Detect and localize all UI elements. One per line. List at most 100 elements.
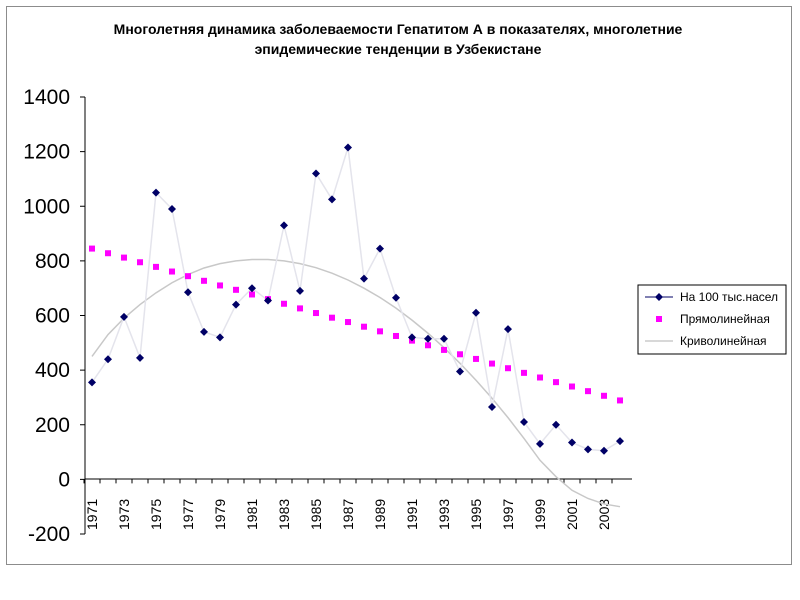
chart-subtitle: эпидемические тенденции в Узбекистане: [255, 41, 542, 57]
x-tick-label: 1979: [212, 499, 228, 530]
x-tick-label: 1977: [180, 499, 196, 530]
x-tick-label: 1993: [436, 499, 452, 530]
incidence-point: [472, 308, 480, 317]
axes: [84, 97, 632, 534]
incidence-point: [88, 378, 96, 387]
y-tick-label: 1000: [23, 195, 70, 218]
x-tick-label: 1981: [244, 499, 260, 530]
x-ticks: 1971 1973 1975 1977 1979 1981 1983 1985 1987 1989…: [83, 479, 613, 530]
linear-trend-point: [585, 388, 591, 395]
linear-trend-point: [121, 254, 127, 261]
linear-trend-point: [201, 277, 207, 284]
x-tick-label: 1971: [84, 499, 100, 530]
y-tick-label: 1200: [23, 141, 70, 164]
incidence-point: [120, 312, 128, 321]
incidence-point: [424, 334, 432, 343]
x-tick-label: 1995: [468, 499, 484, 530]
incidence-point: [616, 437, 624, 446]
linear-trend-point: [217, 282, 223, 289]
incidence-point: [200, 327, 208, 336]
linear-trend-point: [233, 286, 239, 293]
chart-title: Многолетняя динамика заболеваемости Гепа…: [114, 21, 683, 37]
incidence-point: [600, 446, 608, 455]
incidence-point: [152, 188, 160, 197]
incidence-point: [328, 195, 336, 204]
y-tick-label: 600: [35, 305, 70, 328]
linear-trend-point: [441, 346, 447, 353]
y-ticks: -200 0 200 400 600 800 1000 1200 1400: [23, 86, 85, 546]
incidence-point: [312, 169, 320, 178]
linear-trend-point: [457, 351, 463, 358]
incidence-point: [344, 143, 352, 152]
linear-trend-point: [569, 383, 575, 390]
linear-trend-point: [489, 360, 495, 367]
incidence-point: [168, 204, 176, 213]
x-tick-label: 1987: [340, 499, 356, 530]
series-line-curvilinear: [91, 258, 621, 508]
x-tick-label: 1975: [148, 499, 164, 530]
legend: На 100 тыс.насел Прямолинейная Криволине…: [637, 284, 787, 355]
x-tick-label: 1997: [500, 499, 516, 530]
x-tick-label: 1985: [308, 499, 324, 530]
linear-trend-point: [169, 268, 175, 275]
incidence-point: [520, 418, 528, 427]
linear-trend-point: [505, 365, 511, 372]
incidence-point: [552, 420, 560, 429]
legend-label-series-1: На 100 тыс.насел: [680, 290, 778, 304]
linear-trend-point: [329, 314, 335, 321]
incidence-point: [280, 221, 288, 230]
y-tick-label: -200: [28, 523, 70, 546]
incidence-point: [536, 439, 544, 448]
linear-trend-point: [425, 342, 431, 349]
x-tick-label: 2001: [564, 499, 580, 530]
incidence-point: [136, 353, 144, 362]
legend-label-series-3: Криволинейная: [680, 334, 767, 348]
linear-trend-point: [153, 263, 159, 270]
linear-trend-point: [393, 332, 399, 339]
series-line-incidence: [91, 147, 621, 452]
linear-trend-point: [249, 291, 255, 298]
y-tick-label: 800: [35, 250, 70, 273]
incidence-point: [296, 286, 304, 295]
linear-trend-point: [537, 374, 543, 381]
x-tick-label: 1999: [532, 499, 548, 530]
incidence-point: [104, 355, 112, 364]
incidence-point: [232, 300, 240, 309]
x-tick-label: 1983: [276, 499, 292, 530]
y-tick-label: 0: [58, 468, 70, 491]
incidence-point: [248, 284, 256, 293]
linear-trend-point: [553, 379, 559, 386]
y-tick-label: 1400: [23, 86, 70, 109]
incidence-point: [216, 333, 224, 342]
linear-trend-point: [281, 300, 287, 307]
linear-trend-point: [185, 273, 191, 280]
incidence-point: [488, 402, 496, 411]
linear-trend-point: [521, 369, 527, 376]
incidence-point: [392, 293, 400, 302]
incidence-point: [376, 244, 384, 253]
x-tick-label: 1989: [372, 499, 388, 530]
linear-trend-point: [137, 259, 143, 266]
legend-label-series-2: Прямолинейная: [680, 312, 770, 326]
x-tick-label: 2003: [596, 499, 612, 530]
y-tick-label: 400: [35, 359, 70, 382]
incidence-point: [264, 296, 272, 305]
linear-trend-point: [617, 397, 623, 404]
legend-marker-series-1: [655, 293, 663, 301]
linear-trend-point: [89, 245, 95, 252]
linear-trend-point: [473, 355, 479, 362]
linear-trend-point: [345, 319, 351, 326]
linear-trend-point: [297, 305, 303, 312]
incidence-point: [584, 445, 592, 454]
plot-area: [88, 143, 624, 508]
linear-trend-point: [361, 323, 367, 330]
incidence-point: [504, 325, 512, 334]
linear-trend-point: [105, 250, 111, 257]
linear-trend-point: [313, 310, 319, 317]
x-tick-label: 1973: [116, 499, 132, 530]
incidence-point: [360, 274, 368, 283]
incidence-point: [440, 334, 448, 343]
y-tick-label: 200: [35, 414, 70, 437]
linear-trend-point: [377, 328, 383, 335]
